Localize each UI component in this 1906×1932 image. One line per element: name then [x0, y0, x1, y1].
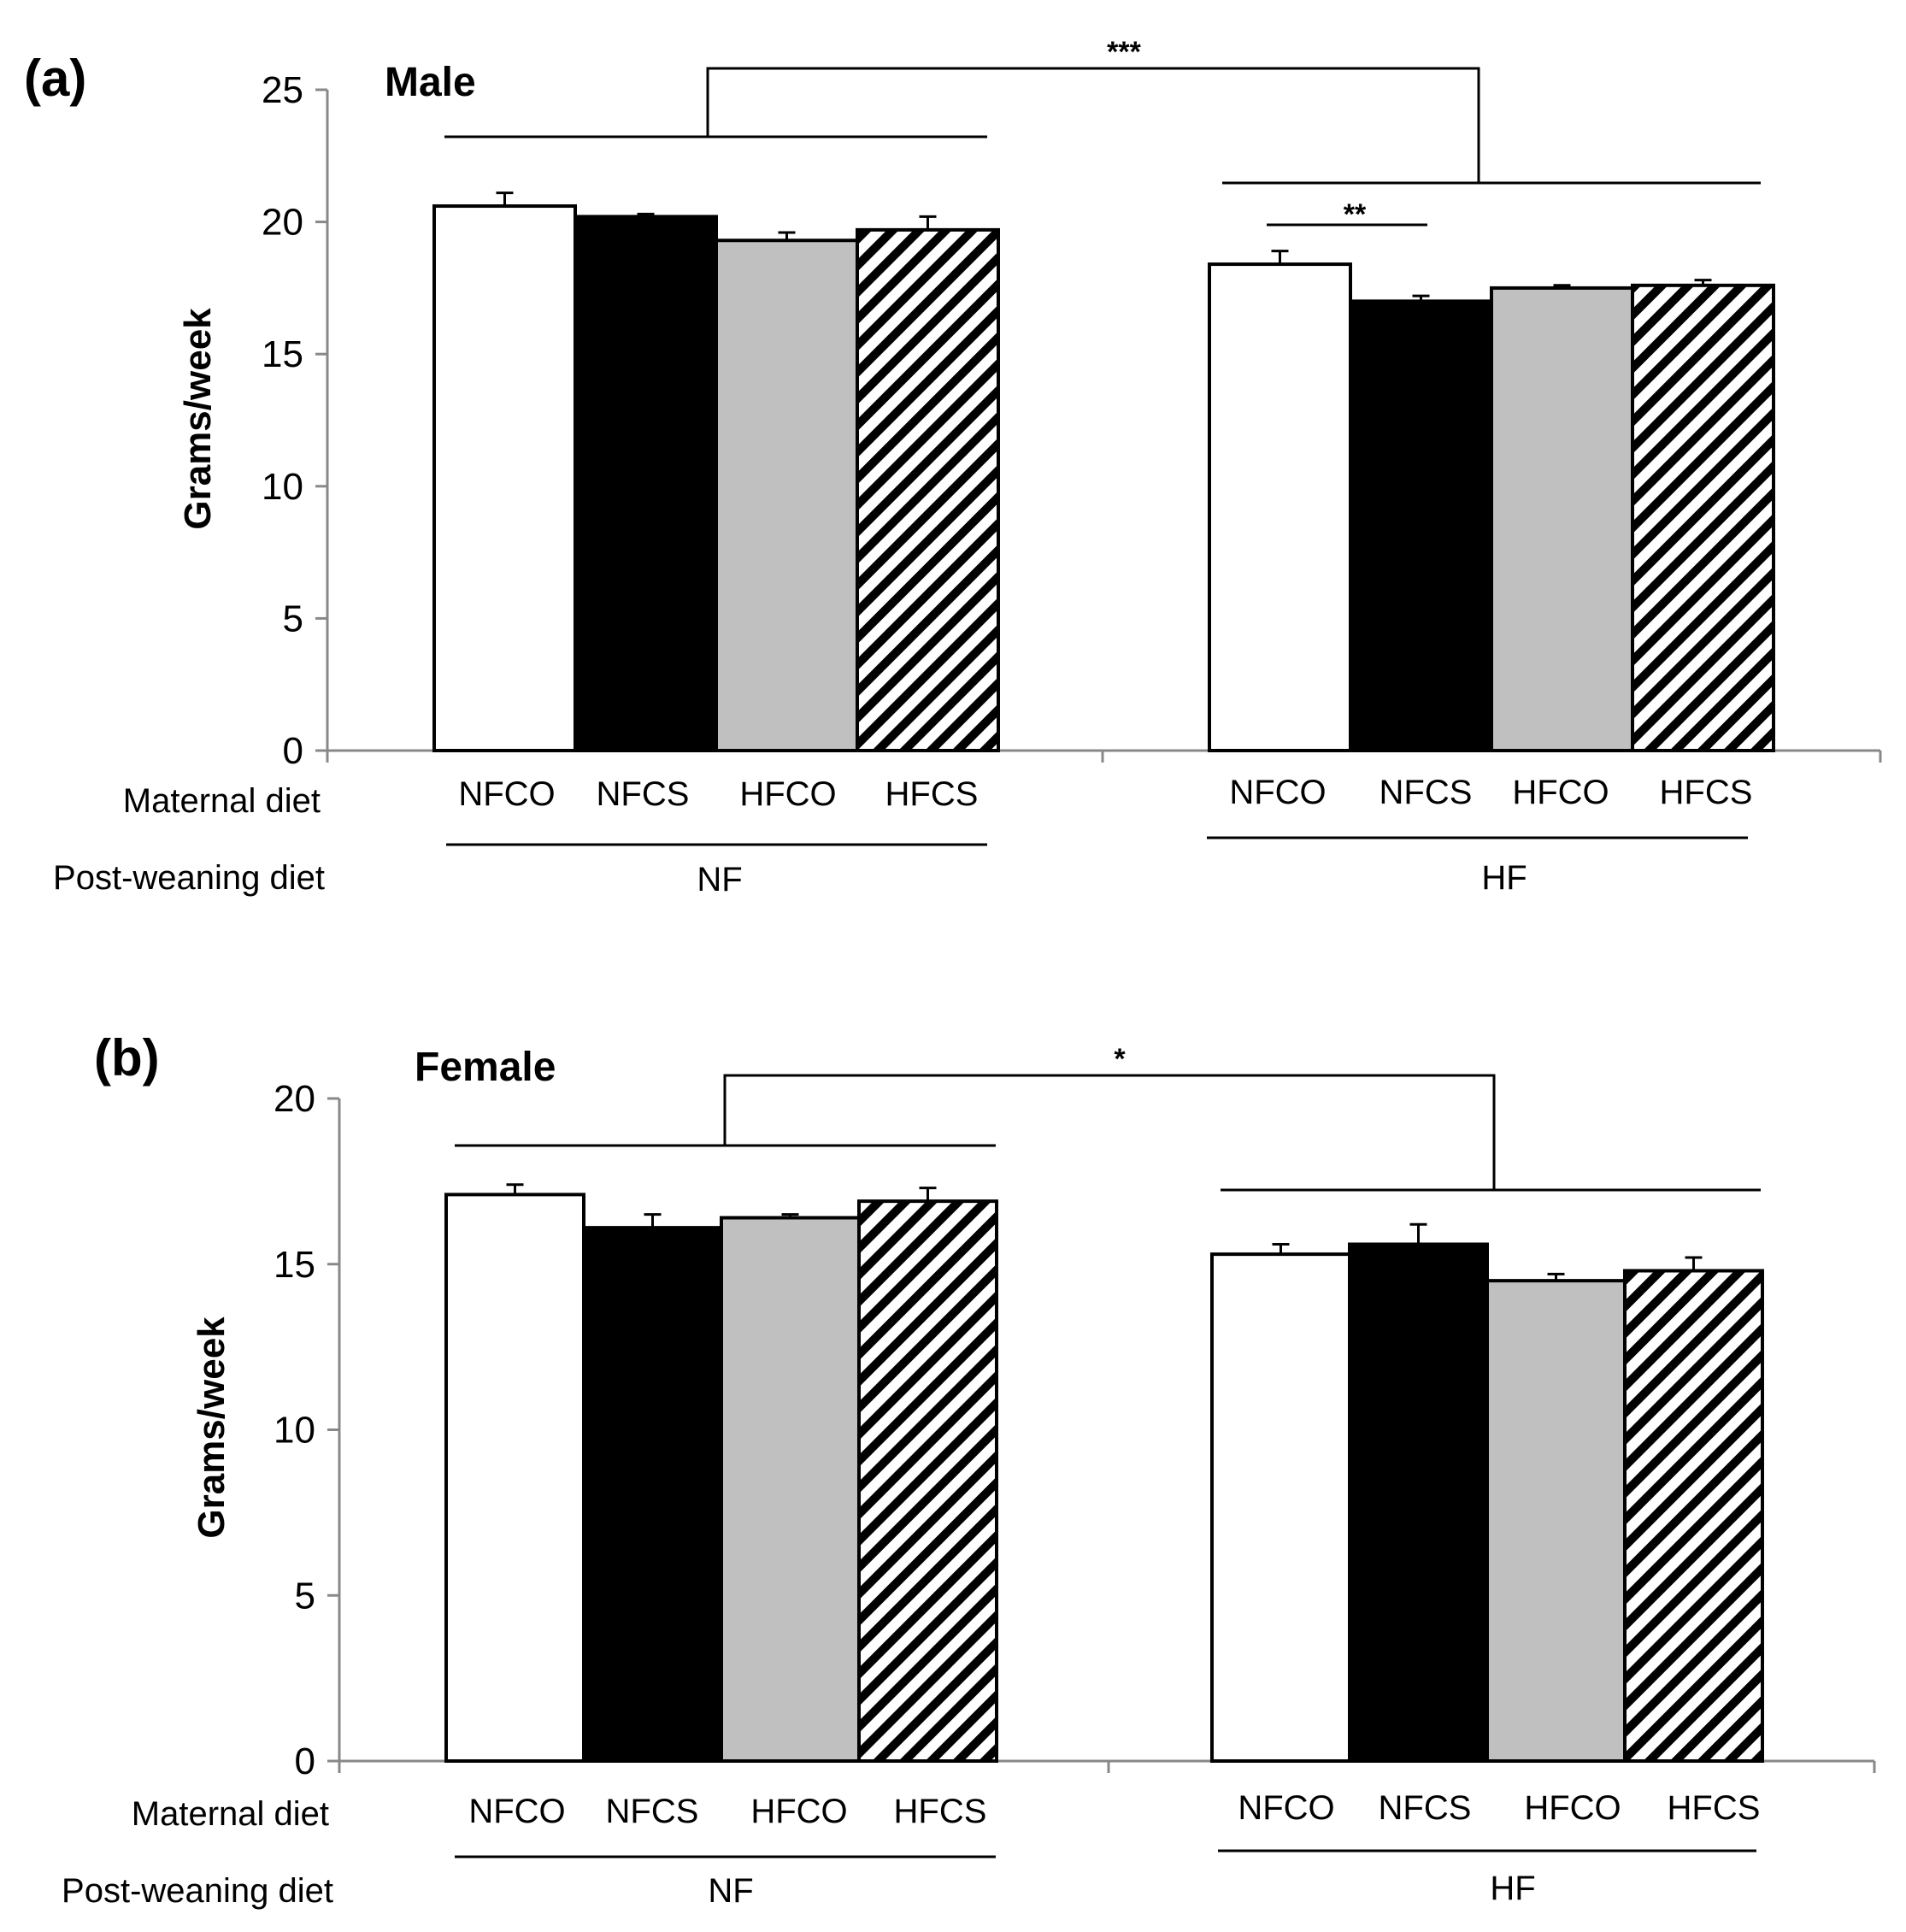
category-label: HFCO	[1512, 774, 1609, 811]
post-weaning-diet-label: Post-weaning diet	[62, 1872, 333, 1910]
bar	[856, 227, 1000, 753]
y-tick-label: 20	[262, 202, 303, 244]
category-label: NFCS	[606, 1793, 699, 1830]
bar	[1349, 299, 1493, 752]
bar	[1210, 1252, 1351, 1763]
significance-bracket	[723, 1074, 1496, 1190]
y-tick-label: 5	[283, 598, 303, 639]
category-label: NFCS	[1379, 1789, 1472, 1827]
bar	[582, 1226, 723, 1763]
bar	[574, 215, 718, 752]
category-label: NFCS	[1379, 774, 1473, 811]
significance-bracket	[706, 67, 1480, 183]
bar	[1485, 1279, 1627, 1763]
bar	[1208, 262, 1352, 752]
group-label: HF	[1481, 859, 1527, 897]
bar	[1631, 283, 1775, 753]
y-tick-label: 15	[274, 1244, 315, 1286]
bar	[857, 1199, 998, 1763]
group-label: NF	[697, 861, 742, 898]
maternal-diet-label: Maternal diet	[132, 1795, 329, 1833]
panel-b: (b) Female Grams/week Maternal diet Post…	[62, 1029, 1876, 1910]
y-axis-label: Grams/week	[177, 308, 219, 530]
bar	[432, 204, 577, 753]
group-label: NF	[708, 1872, 753, 1910]
y-tick-label: 5	[295, 1575, 315, 1617]
y-tick-label: 0	[283, 730, 303, 772]
y-tick-label: 10	[262, 466, 303, 508]
category-label: HFCO	[750, 1793, 847, 1830]
category-label: NFCO	[1229, 774, 1326, 811]
y-tick-label: 0	[295, 1741, 315, 1782]
category-label: HFCS	[1660, 774, 1753, 811]
bar	[1623, 1269, 1764, 1763]
panel-label: (b)	[94, 1029, 160, 1087]
y-tick-label: 15	[262, 333, 303, 375]
y-axis-label: Grams/week	[191, 1316, 232, 1539]
bars	[444, 1183, 1764, 1763]
panel-a: (a) Male Grams/week Maternal diet Post-w…	[24, 36, 1882, 898]
bar	[1348, 1242, 1489, 1763]
post-weaning-diet-label: Post-weaning diet	[53, 859, 325, 897]
category-label: HFCO	[1524, 1789, 1621, 1827]
significance-label: ***	[1107, 36, 1141, 68]
maternal-diet-label: Maternal diet	[123, 782, 321, 820]
bars	[432, 191, 1775, 753]
y-tick-label: 10	[274, 1410, 315, 1452]
significance-label: *	[1114, 1043, 1126, 1075]
category-label: HFCS	[894, 1793, 987, 1830]
category-label: HFCS	[885, 775, 979, 813]
panel-label: (a)	[24, 50, 86, 107]
bar	[1490, 286, 1634, 752]
bar	[720, 1216, 861, 1763]
y-tick-label: 25	[262, 69, 303, 111]
panel-title: Male	[385, 60, 476, 105]
category-label: NFCS	[597, 775, 690, 813]
bar	[715, 239, 859, 752]
bar	[444, 1193, 585, 1763]
significance-label: **	[1344, 198, 1367, 231]
axes: 0 5 10 15 20	[274, 1078, 1876, 1782]
category-label: NFCO	[468, 1793, 565, 1830]
category-label: HFCO	[739, 775, 836, 813]
category-label: NFCO	[1238, 1789, 1334, 1827]
y-tick-label: 20	[274, 1078, 315, 1120]
category-label: HFCS	[1668, 1789, 1761, 1827]
panel-title: Female	[415, 1045, 556, 1090]
group-label: HF	[1490, 1870, 1535, 1907]
category-label: NFCO	[458, 775, 555, 813]
